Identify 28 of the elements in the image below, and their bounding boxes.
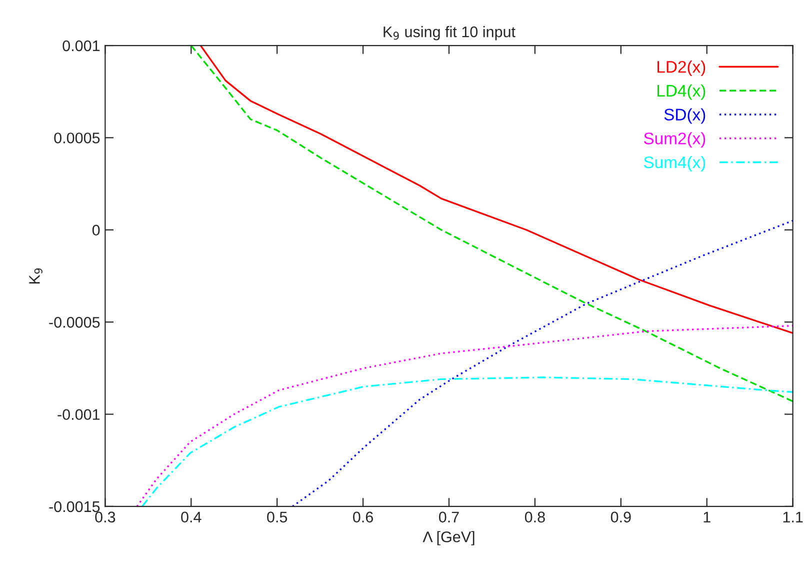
x-tick-label: 0.4 xyxy=(181,512,202,522)
legend-label: Sum4(x) xyxy=(644,156,706,172)
line-series xyxy=(200,46,793,334)
line-series xyxy=(190,46,793,402)
x-tick-label: 1.1 xyxy=(783,512,803,522)
y-tick-label: 0 xyxy=(92,224,100,236)
line-series xyxy=(136,324,793,506)
legend-label: Sum2(x) xyxy=(644,132,706,148)
x-axis-title: Λ [GeV] xyxy=(422,531,474,546)
line-series xyxy=(292,220,793,506)
x-tick-label: 0.3 xyxy=(95,512,116,522)
x-tick-label: 0.5 xyxy=(267,512,288,522)
y-tick-label: -0.001 xyxy=(58,409,100,420)
y-tick-label: 0.0005 xyxy=(54,132,100,144)
y-tick-label: -0.0005 xyxy=(49,316,100,328)
x-tick-label: 1 xyxy=(704,512,710,522)
y-tick-label: 0.001 xyxy=(62,40,100,52)
line-series xyxy=(141,376,793,506)
x-tick-label: 0.8 xyxy=(524,512,545,522)
x-tick-label: 0.9 xyxy=(610,512,631,522)
y-tick-label: -0.0015 xyxy=(49,501,100,512)
legend-label: SD(x) xyxy=(664,108,706,124)
legend-label: LD4(x) xyxy=(658,84,706,100)
chart-title: K$_{9}$ using fit 10 input xyxy=(384,26,516,40)
x-tick-label: 0.6 xyxy=(353,512,373,522)
x-tick-label: 0.7 xyxy=(438,512,459,522)
legend-label: LD2(x) xyxy=(658,60,706,76)
y-axis-title: K$_{9}$ xyxy=(29,268,42,284)
